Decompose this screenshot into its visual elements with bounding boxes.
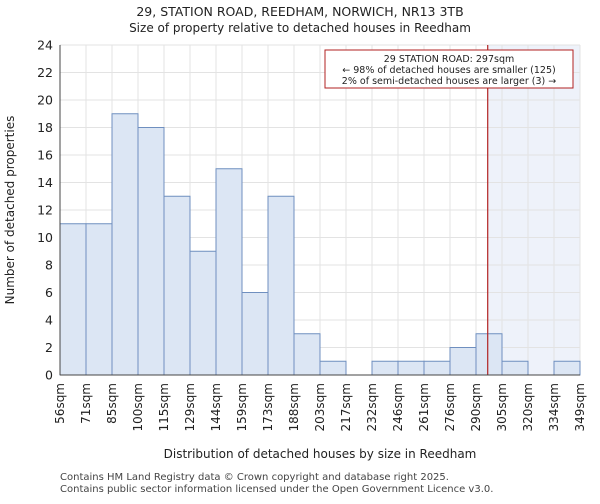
x-tick-label: 115sqm: [157, 383, 171, 431]
x-tick-label: 276sqm: [443, 383, 457, 431]
y-tick-label: 2: [45, 340, 53, 355]
x-tick-label: 71sqm: [79, 383, 93, 424]
x-tick-label: 320sqm: [521, 383, 535, 431]
bar: [163, 195, 191, 376]
x-tick-label: 246sqm: [391, 383, 405, 431]
x-tick-label: 217sqm: [339, 383, 353, 431]
y-tick-label: 6: [45, 285, 53, 300]
bar: [215, 168, 243, 376]
x-tick-label: 232sqm: [365, 383, 379, 431]
x-tick-label: 203sqm: [313, 383, 327, 431]
x-tick-label: 100sqm: [131, 383, 145, 431]
x-tick-label: 144sqm: [209, 383, 223, 431]
bar: [59, 223, 87, 376]
footer-copyright: Contains HM Land Registry data © Crown c…: [60, 472, 449, 483]
y-axis-label: Number of detached properties: [3, 116, 17, 305]
y-tick-label: 4: [45, 313, 53, 328]
chart-subtitle: Size of property relative to detached ho…: [129, 21, 471, 35]
bar: [85, 223, 113, 376]
x-tick-label: 188sqm: [287, 383, 301, 431]
bar: [501, 360, 529, 376]
bar: [475, 333, 503, 376]
bar: [553, 360, 581, 376]
bar: [449, 347, 477, 376]
x-tick-label: 305sqm: [495, 383, 509, 431]
x-tick-label: 56sqm: [53, 383, 67, 424]
bar: [371, 360, 399, 376]
bar: [319, 360, 347, 376]
y-tick-label: 0: [45, 368, 53, 383]
y-tick-label: 8: [45, 258, 53, 273]
bar: [267, 195, 295, 376]
x-tick-label: 261sqm: [417, 383, 431, 431]
y-tick-label: 10: [37, 230, 53, 245]
x-tick-label: 129sqm: [183, 383, 197, 431]
annotation-line: 29 STATION ROAD: 297sqm: [384, 54, 515, 65]
y-tick-label: 20: [37, 93, 53, 108]
x-axis-label: Distribution of detached houses by size …: [164, 447, 477, 461]
x-tick-label: 349sqm: [573, 383, 587, 431]
y-tick-label: 12: [37, 203, 53, 218]
bar: [397, 360, 425, 376]
y-tick-label: 22: [37, 65, 53, 80]
x-tick-label: 334sqm: [547, 383, 561, 431]
bar: [293, 333, 321, 376]
y-tick-label: 18: [37, 120, 53, 135]
annotation-line: 2% of semi-detached houses are larger (3…: [342, 76, 556, 87]
x-tick-label: 290sqm: [469, 383, 483, 431]
annotation-line: ← 98% of detached houses are smaller (12…: [342, 65, 555, 76]
bar: [111, 113, 139, 376]
bar: [241, 292, 269, 376]
x-tick-label: 159sqm: [235, 383, 249, 431]
bar: [137, 127, 165, 376]
annotation-box: [324, 49, 574, 89]
bar: [423, 360, 451, 376]
y-tick-label: 14: [37, 175, 53, 190]
x-tick-label: 173sqm: [261, 383, 275, 431]
bar: [189, 250, 217, 376]
x-tick-label: 85sqm: [105, 383, 119, 424]
footer-licence: Contains public sector information licen…: [60, 484, 494, 495]
y-tick-label: 24: [37, 38, 53, 53]
y-tick-label: 16: [37, 148, 53, 163]
chart-title: 29, STATION ROAD, REEDHAM, NORWICH, NR13…: [136, 4, 463, 19]
